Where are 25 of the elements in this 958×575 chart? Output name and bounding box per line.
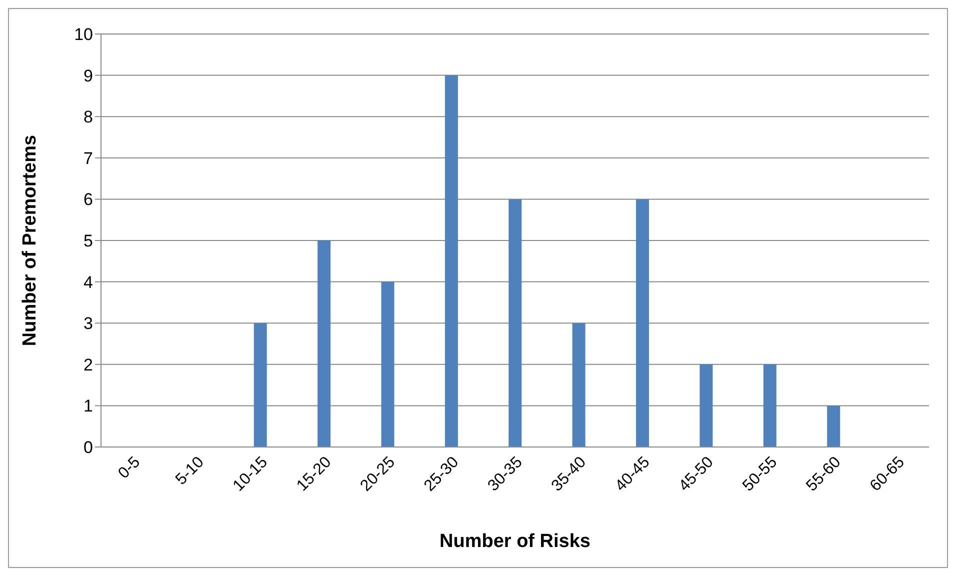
y-tick-label: 3 <box>84 314 93 334</box>
y-tick-label: 10 <box>74 25 93 44</box>
bar <box>508 199 522 447</box>
y-tick-label: 5 <box>84 232 93 251</box>
bar <box>254 323 267 447</box>
y-tick-label: 4 <box>84 272 93 292</box>
x-tick-label: 0-5 <box>115 454 144 482</box>
y-tick-label: 9 <box>84 66 93 86</box>
bar <box>572 323 586 447</box>
y-tick-label: 1 <box>84 396 93 416</box>
x-axis-title: Number of Risks <box>440 531 590 552</box>
bar <box>444 75 458 447</box>
bar <box>381 282 394 447</box>
y-tick-label: 8 <box>84 108 93 127</box>
y-tick-label: 0 <box>84 438 93 458</box>
bar <box>318 240 331 447</box>
x-tick-label: 5-10 <box>172 454 208 488</box>
y-tick-label: 6 <box>84 190 93 210</box>
bar <box>827 406 840 447</box>
y-tick-label: 7 <box>84 148 93 168</box>
bar <box>636 199 650 447</box>
bar <box>763 364 776 447</box>
y-tick-label: 2 <box>84 355 93 374</box>
bar <box>700 364 713 447</box>
y-axis-title: Number of Premortems <box>20 134 41 346</box>
